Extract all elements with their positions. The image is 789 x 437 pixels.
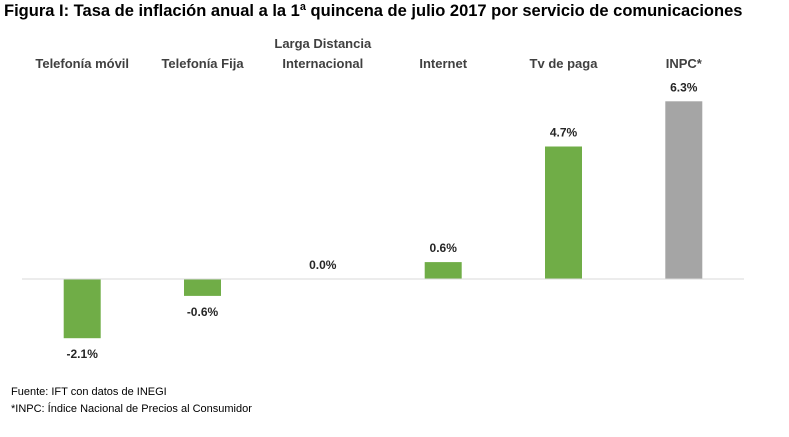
data-label-1: -0.6% [187,305,219,319]
chart-title: Figura I: Tasa de inflación anual a la 1… [4,2,743,20]
data-label-2: 0.0% [309,258,337,272]
category-label-3: Internet [419,56,467,71]
bar-0 [63,279,101,339]
data-label-3: 0.6% [430,241,458,255]
category-label-4: Tv de paga [530,56,599,71]
inpc-note: *INPC: Índice Nacional de Precios al Con… [11,403,252,415]
category-label-0: Telefonía móvil [35,56,129,71]
bar-3 [424,262,462,279]
category-label-5: INPC* [666,56,703,71]
category-labels: Telefonía móvil Telefonía Fija Larga Dista… [35,36,702,71]
data-label-4: 4.7% [550,126,578,140]
value-labels: -2.1% -0.6% 0.0% 0.6% 4.7% 6.3% [67,80,698,361]
source-note: Fuente: IFT con datos de INEGI [11,386,167,398]
bar-1 [184,279,221,296]
bars [63,101,703,339]
category-label-2-line-0: Larga Distancia [274,36,372,51]
data-label-5: 6.3% [670,80,698,94]
bar-4 [545,146,582,279]
bar-chart: Telefonía móvil Telefonía Fija Larga Dista… [22,36,744,361]
bar-5 [665,101,703,279]
category-label-1: Telefonía Fija [161,56,244,71]
category-label-2-line-1: Internacional [282,56,363,71]
data-label-0: -2.1% [67,347,99,361]
